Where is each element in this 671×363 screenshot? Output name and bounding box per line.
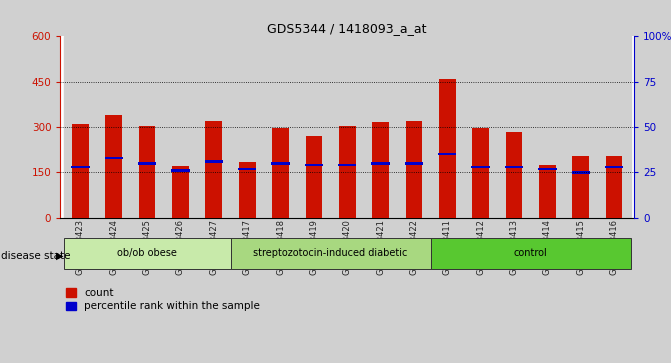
Bar: [297, 36, 331, 218]
Bar: [130, 36, 164, 218]
Bar: [372, 162, 390, 164]
Bar: [197, 36, 231, 218]
Bar: [572, 156, 589, 218]
Text: ob/ob obese: ob/ob obese: [117, 248, 177, 257]
Bar: [606, 156, 623, 218]
Bar: [272, 128, 289, 218]
Bar: [72, 124, 89, 218]
Text: streptozotocin-induced diabetic: streptozotocin-induced diabetic: [254, 248, 408, 257]
Bar: [97, 36, 130, 218]
Bar: [431, 238, 631, 269]
Bar: [597, 36, 631, 218]
Text: disease state: disease state: [1, 251, 71, 261]
Bar: [205, 121, 222, 218]
Bar: [397, 36, 431, 218]
Bar: [139, 126, 156, 218]
Bar: [164, 36, 197, 218]
Bar: [538, 168, 556, 170]
Bar: [338, 164, 356, 166]
Bar: [438, 153, 456, 155]
Bar: [305, 136, 322, 218]
Bar: [105, 157, 123, 159]
Bar: [431, 36, 464, 218]
Bar: [472, 166, 490, 168]
Bar: [572, 171, 590, 174]
Bar: [305, 164, 323, 166]
Bar: [64, 36, 97, 218]
Bar: [539, 165, 556, 218]
Bar: [531, 36, 564, 218]
Bar: [506, 131, 522, 218]
Bar: [605, 166, 623, 168]
Bar: [364, 36, 397, 218]
Bar: [238, 168, 256, 170]
Bar: [205, 160, 223, 163]
Bar: [505, 166, 523, 168]
Bar: [405, 162, 423, 164]
Bar: [138, 162, 156, 164]
Bar: [472, 128, 489, 218]
Bar: [372, 122, 389, 218]
Bar: [271, 162, 290, 164]
Bar: [439, 79, 456, 218]
Text: control: control: [514, 248, 548, 257]
Bar: [497, 36, 531, 218]
Bar: [231, 36, 264, 218]
Bar: [172, 166, 189, 218]
Bar: [64, 238, 231, 269]
Bar: [339, 126, 356, 218]
Bar: [105, 115, 122, 218]
Bar: [231, 238, 431, 269]
Bar: [405, 121, 422, 218]
Bar: [264, 36, 297, 218]
Bar: [171, 170, 190, 172]
Title: GDS5344 / 1418093_a_at: GDS5344 / 1418093_a_at: [268, 22, 427, 35]
Text: ▶: ▶: [56, 251, 63, 261]
Bar: [239, 162, 256, 218]
Legend: count, percentile rank within the sample: count, percentile rank within the sample: [66, 288, 260, 311]
Bar: [464, 36, 497, 218]
Bar: [71, 166, 89, 168]
Bar: [331, 36, 364, 218]
Bar: [564, 36, 597, 218]
